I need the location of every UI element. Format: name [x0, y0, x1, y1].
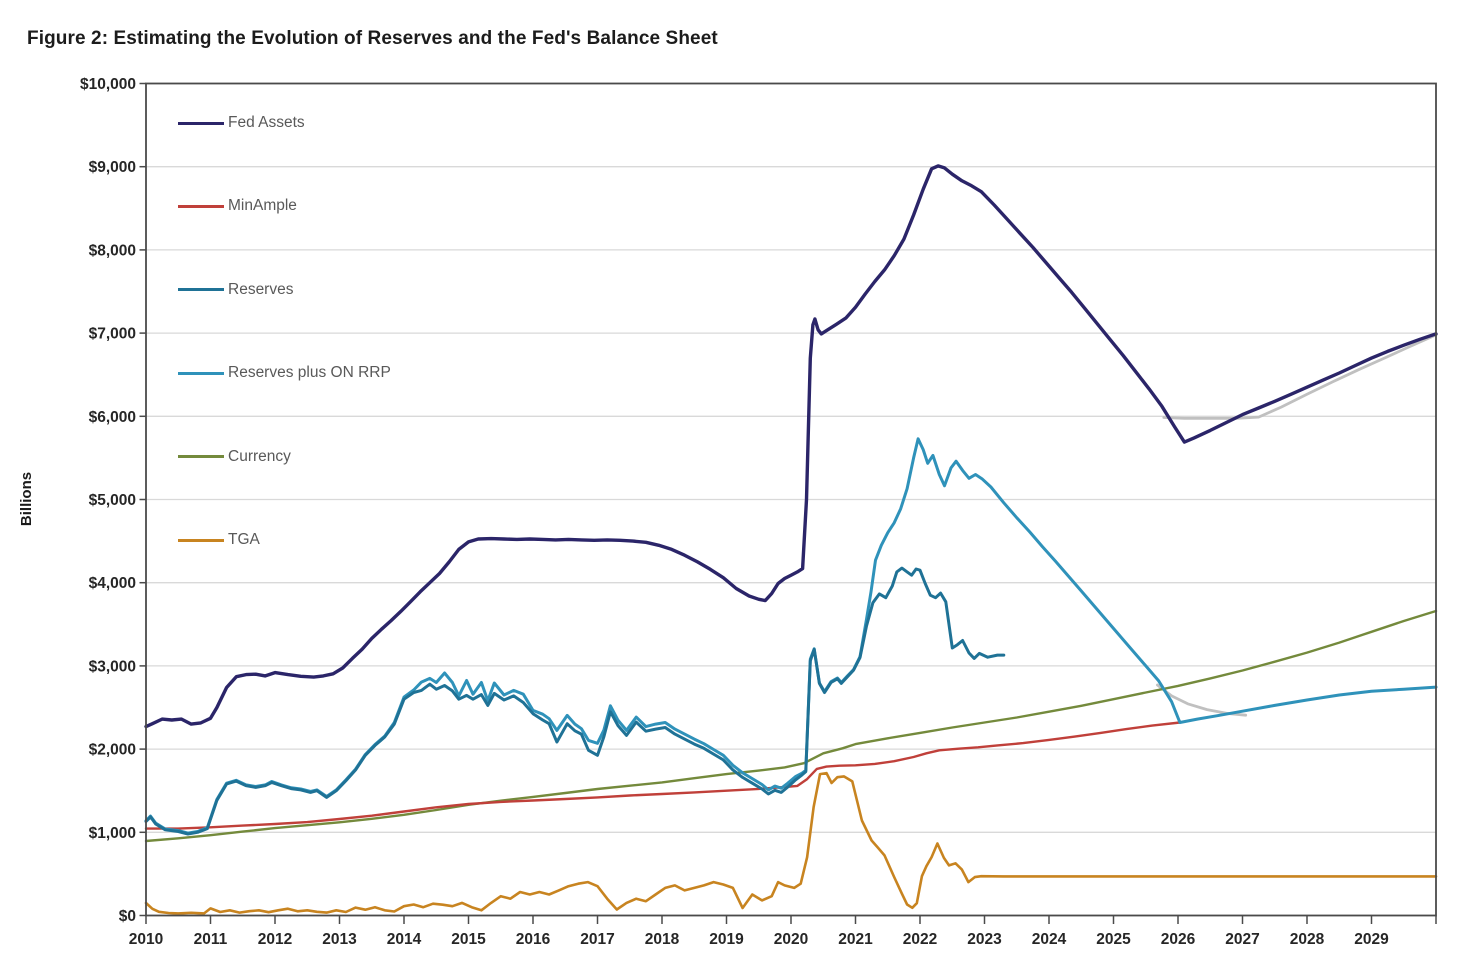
- legend-line-swatch-fed-assets: [178, 121, 224, 125]
- gridlines: [146, 166, 1436, 833]
- legend-label-reserves: Reserves: [228, 280, 294, 298]
- x-axis-label-2028: 2028: [1290, 931, 1325, 948]
- y-axis-label-5: $5,000: [89, 492, 136, 509]
- x-axis-label-2027: 2027: [1225, 931, 1259, 948]
- x-axis-label-2029: 2029: [1354, 931, 1389, 948]
- y-axis-label-7: $7,000: [89, 326, 136, 343]
- legend-line-swatch-tga: [178, 538, 224, 542]
- legend-line-swatch-min-ample: [178, 204, 224, 208]
- legend-line-swatch-reserves: [178, 288, 224, 292]
- x-axis-label-2011: 2011: [194, 931, 228, 948]
- legend-line-swatch-reserves-plus-on-rrp: [178, 371, 224, 375]
- x-axis-label-2016: 2016: [516, 931, 551, 948]
- x-axis-label-2020: 2020: [774, 931, 808, 948]
- y-axis-label-10: $10,000: [80, 76, 136, 93]
- y-axis-label-6: $6,000: [89, 409, 136, 426]
- axis-ticks: [139, 82, 1437, 924]
- y-axis-label-4: $4,000: [89, 575, 136, 592]
- x-axis-label-2019: 2019: [709, 931, 744, 948]
- legend-item-reserves-plus-on-rrp: Reserves plus ON RRP: [178, 358, 391, 388]
- legend-label-min-ample: MinAmple: [228, 197, 297, 215]
- y-axis-label-8: $8,000: [89, 242, 136, 259]
- legend-label-reserves-plus-on-rrp: Reserves plus ON RRP: [228, 364, 391, 382]
- y-axis-label-0: $0: [119, 908, 136, 925]
- y-axis-label-3: $3,000: [89, 658, 136, 675]
- figure-title: Figure 2: Estimating the Evolution of Re…: [27, 28, 718, 49]
- legend-item-fed-assets: Fed Assets: [178, 108, 305, 138]
- legend-label-currency: Currency: [228, 447, 291, 465]
- x-axis-label-2018: 2018: [645, 931, 680, 948]
- legend-label-tga: TGA: [228, 531, 260, 548]
- series-line-min-ample: [144, 721, 1182, 830]
- x-axis-label-2017: 2017: [580, 931, 614, 948]
- legend-item-tga: TGA: [178, 525, 260, 555]
- x-axis-label-2014: 2014: [387, 931, 422, 948]
- legend-item-currency: Currency: [178, 442, 291, 472]
- y-axis-title: Billions: [18, 472, 35, 526]
- legend-label-fed-assets: Fed Assets: [228, 114, 305, 131]
- series-line-reserves-plus-on-rrp: [144, 437, 1438, 835]
- x-axis-label-2024: 2024: [1032, 931, 1067, 948]
- y-axis-label-9: $9,000: [89, 159, 136, 176]
- chart-series: [144, 164, 1438, 915]
- x-axis-label-2012: 2012: [258, 931, 292, 948]
- y-axis-label-1: $1,000: [89, 825, 136, 842]
- series-line-fed-assets: [144, 164, 1438, 729]
- x-axis-label-2021: 2021: [838, 931, 873, 948]
- series-line-currency: [144, 609, 1438, 843]
- legend-item-reserves: Reserves: [178, 275, 293, 305]
- x-axis-label-2026: 2026: [1161, 931, 1196, 948]
- series-line-tga: [144, 771, 1438, 915]
- x-axis-label-2022: 2022: [903, 931, 937, 948]
- series-line-fed-assets-alt-scenario: [1162, 333, 1438, 420]
- axis-labels: $0 $1,000 $2,000 $3,000 $4,000 $5,000 $6,000 $7…: [80, 76, 1389, 948]
- y-axis-label-2: $2,000: [89, 742, 136, 759]
- x-axis-label-2023: 2023: [967, 931, 1002, 948]
- x-axis-label-2025: 2025: [1096, 931, 1131, 948]
- series-line-reserves: [144, 566, 1006, 836]
- x-axis-label-2015: 2015: [451, 931, 486, 948]
- x-axis-label-2010: 2010: [129, 931, 163, 948]
- legend-item-min-ample: MinAmple: [178, 191, 297, 221]
- legend-line-swatch-currency: [178, 455, 224, 459]
- x-axis-label-2013: 2013: [322, 931, 357, 948]
